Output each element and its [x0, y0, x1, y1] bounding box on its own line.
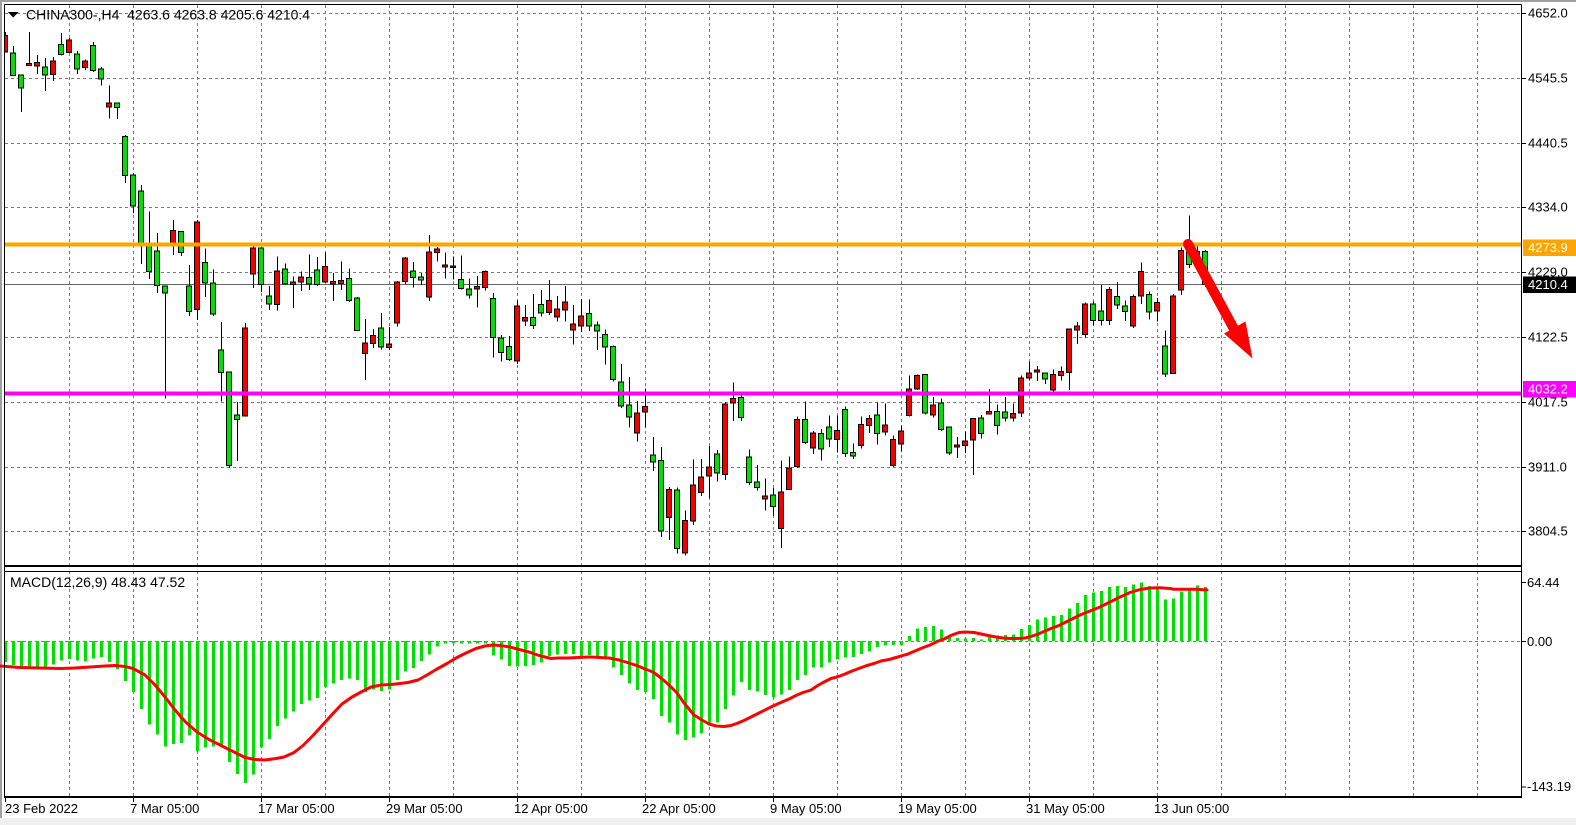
svg-text:4210.4: 4210.4	[1528, 277, 1568, 292]
svg-text:4545.5: 4545.5	[1528, 71, 1568, 86]
svg-text:64.44: 64.44	[1527, 575, 1560, 590]
svg-text:3911.0: 3911.0	[1528, 460, 1567, 475]
svg-text:12 Apr 05:00: 12 Apr 05:00	[514, 801, 588, 816]
svg-text:4229.0: 4229.0	[1528, 265, 1568, 280]
svg-text:19 May 05:00: 19 May 05:00	[898, 801, 977, 816]
svg-text:7 Mar 05:00: 7 Mar 05:00	[130, 801, 199, 816]
svg-text:4334.0: 4334.0	[1528, 200, 1568, 215]
svg-text:9 May 05:00: 9 May 05:00	[770, 801, 842, 816]
svg-text:-143.19: -143.19	[1527, 779, 1571, 794]
svg-text:4032.2: 4032.2	[1528, 382, 1568, 397]
svg-text:0.00: 0.00	[1527, 634, 1552, 649]
svg-text:4017.5: 4017.5	[1528, 395, 1568, 410]
svg-text:CHINA300-,H4 4263.6 4263.8 42: CHINA300-,H4 4263.6 4263.8 4205.6 4210.4	[26, 7, 310, 23]
svg-text:17 Mar 05:00: 17 Mar 05:00	[258, 801, 335, 816]
svg-text:3804.5: 3804.5	[1528, 524, 1568, 539]
svg-text:4122.5: 4122.5	[1528, 330, 1568, 345]
svg-text:4652.0: 4652.0	[1528, 6, 1568, 21]
svg-text:29 Mar 05:00: 29 Mar 05:00	[386, 801, 463, 816]
svg-text:22 Apr 05:00: 22 Apr 05:00	[642, 801, 716, 816]
svg-text:13 Jun 05:00: 13 Jun 05:00	[1154, 801, 1229, 816]
svg-text:4440.5: 4440.5	[1528, 136, 1568, 151]
svg-text:23 Feb 2022: 23 Feb 2022	[5, 801, 78, 816]
svg-text:31 May 05:00: 31 May 05:00	[1026, 801, 1105, 816]
svg-text:MACD(12,26,9) 48.43 47.52: MACD(12,26,9) 48.43 47.52	[10, 574, 185, 590]
svg-text:4273.9: 4273.9	[1528, 240, 1568, 255]
